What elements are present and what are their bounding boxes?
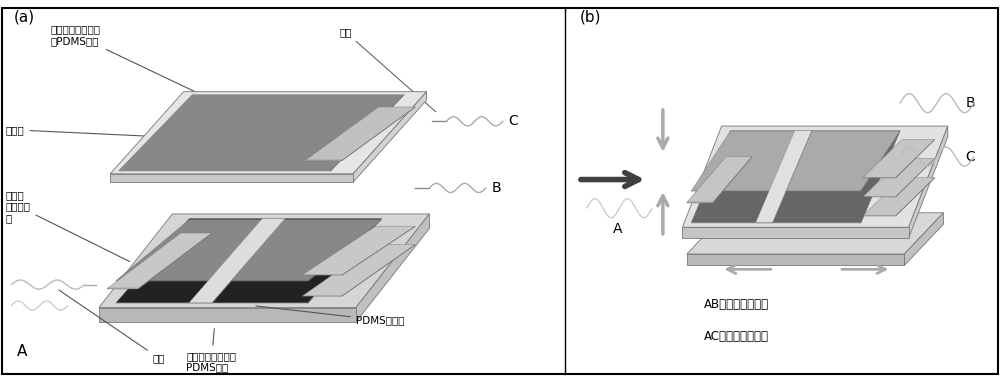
Polygon shape: [756, 131, 812, 223]
Text: 铜线: 铜线: [339, 27, 436, 112]
Polygon shape: [110, 92, 427, 174]
Polygon shape: [909, 126, 948, 238]
Text: 不具有表面微沟道
的PDMS基底: 不具有表面微沟道 的PDMS基底: [51, 24, 225, 106]
Polygon shape: [863, 178, 935, 216]
Polygon shape: [353, 92, 427, 182]
Polygon shape: [691, 131, 900, 223]
Polygon shape: [305, 160, 342, 161]
Polygon shape: [687, 254, 904, 265]
Text: A: A: [17, 344, 27, 359]
Polygon shape: [212, 219, 285, 303]
Text: 具有表面微沟道的
PDMS基底: 具有表面微沟道的 PDMS基底: [186, 329, 236, 372]
Polygon shape: [138, 233, 212, 289]
Polygon shape: [687, 202, 713, 203]
Polygon shape: [119, 95, 404, 171]
Polygon shape: [116, 219, 381, 303]
Polygon shape: [687, 157, 752, 202]
Polygon shape: [305, 107, 415, 160]
Polygon shape: [308, 220, 381, 281]
Text: PDMS粘合剂: PDMS粘合剂: [256, 306, 404, 325]
Polygon shape: [691, 131, 900, 191]
Text: C: C: [965, 150, 975, 163]
Polygon shape: [331, 95, 404, 171]
Polygon shape: [904, 213, 943, 265]
Polygon shape: [682, 126, 948, 227]
Polygon shape: [99, 214, 429, 308]
Polygon shape: [308, 219, 381, 303]
Polygon shape: [682, 227, 909, 238]
Polygon shape: [861, 131, 900, 191]
Polygon shape: [107, 288, 138, 289]
Polygon shape: [896, 139, 935, 178]
Polygon shape: [342, 244, 415, 296]
Polygon shape: [896, 159, 935, 197]
Text: B: B: [492, 181, 501, 195]
Text: 銀电极
及导电胶
带: 銀电极 及导电胶 带: [6, 190, 130, 262]
Polygon shape: [896, 178, 935, 216]
Text: C: C: [509, 114, 518, 128]
Text: AC端主要感测压力: AC端主要感测压力: [704, 330, 769, 343]
Polygon shape: [863, 159, 935, 197]
Text: AB端主要感测应力: AB端主要感测应力: [704, 298, 769, 311]
Polygon shape: [863, 139, 935, 178]
Text: 石墨烯: 石墨烯: [6, 125, 154, 136]
Polygon shape: [189, 219, 285, 303]
Polygon shape: [356, 214, 429, 322]
Text: 銀电极
及导电胶
带: 銀电极 及导电胶 带: [356, 232, 381, 265]
Text: B: B: [965, 96, 975, 110]
Polygon shape: [107, 233, 212, 288]
Polygon shape: [116, 220, 381, 281]
Text: (a): (a): [14, 10, 35, 24]
Text: A: A: [613, 222, 622, 236]
Polygon shape: [302, 226, 415, 275]
Text: (b): (b): [580, 10, 602, 24]
Text: 铜线: 铜线: [59, 290, 165, 363]
Polygon shape: [861, 131, 900, 223]
Polygon shape: [99, 308, 356, 322]
Polygon shape: [342, 226, 415, 275]
Polygon shape: [110, 174, 353, 182]
Polygon shape: [713, 157, 752, 203]
Polygon shape: [302, 244, 415, 296]
Polygon shape: [773, 131, 812, 223]
Polygon shape: [687, 213, 943, 254]
Polygon shape: [342, 107, 415, 161]
